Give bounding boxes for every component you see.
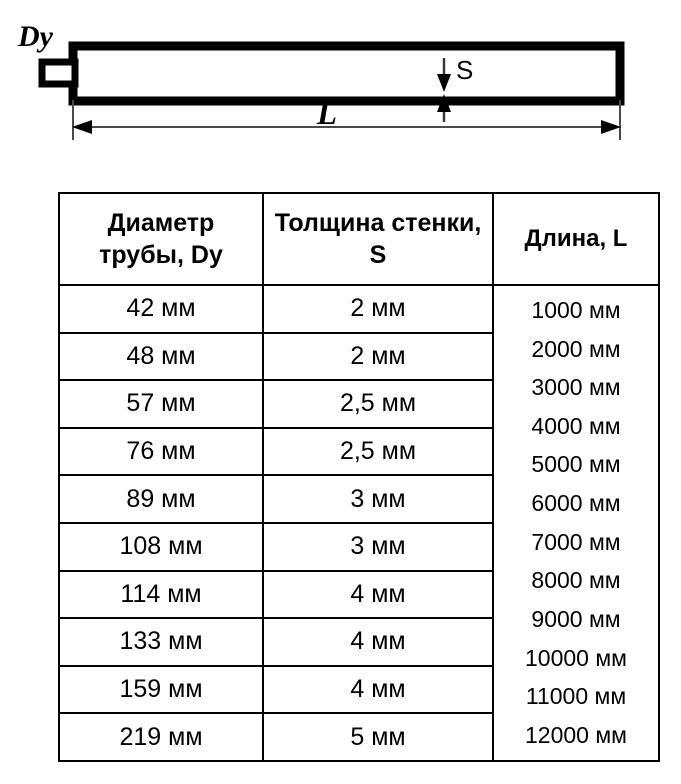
length-item: 2000 мм	[531, 335, 621, 362]
cell-thickness: 4 мм	[262, 664, 494, 715]
table-row: 114 мм 4 мм	[58, 569, 659, 620]
header-thickness: Толщина стенки, S	[262, 192, 494, 286]
thickness-arrow-lower-head	[437, 94, 451, 112]
length-item: 4000 мм	[531, 412, 621, 439]
length-item: 11000 мм	[525, 683, 627, 710]
length-list: 1000 мм 2000 мм 3000 мм 4000 мм 5000 мм …	[494, 296, 658, 748]
length-item: 12000 мм	[525, 721, 627, 748]
cell-thickness: 3 мм	[262, 521, 494, 572]
cell-thickness: 2 мм	[262, 284, 494, 334]
cell-diameter: 219 мм	[58, 712, 264, 762]
cell-thickness: 3 мм	[262, 474, 494, 524]
cell-thickness: 2,5 мм	[262, 426, 494, 477]
cell-diameter: 89 мм	[58, 474, 264, 524]
length-item: 5000 мм	[531, 451, 621, 478]
table-row: 133 мм 4 мм	[58, 617, 659, 667]
cell-diameter: 48 мм	[58, 331, 264, 382]
cell-diameter: 114 мм	[58, 569, 264, 620]
table-row: 219 мм 5 мм	[58, 712, 659, 762]
length-item: 7000 мм	[531, 528, 621, 555]
length-item: 6000 мм	[531, 490, 621, 517]
pipe-diagram: Dy S L	[0, 0, 681, 180]
length-arrow-right	[601, 120, 621, 134]
pipe-body-outline	[68, 41, 625, 106]
thickness-label: S	[456, 55, 473, 85]
diameter-label: Dy	[17, 20, 54, 53]
length-label: L	[316, 96, 337, 132]
cell-thickness: 2 мм	[262, 331, 494, 382]
length-arrow-left	[72, 120, 92, 134]
cell-lengths-merged: 1000 мм 2000 мм 3000 мм 4000 мм 5000 мм …	[492, 284, 660, 762]
table-row: 76 мм 2,5 мм	[58, 426, 659, 477]
pipe-specifications-table: Диаметр трубы, Dy Толщина стенки, S Длин…	[58, 192, 660, 762]
cell-thickness: 2,5 мм	[262, 379, 494, 429]
table-row: 48 мм 2 мм	[58, 331, 659, 382]
cell-diameter: 57 мм	[58, 379, 264, 429]
cell-diameter: 108 мм	[58, 521, 264, 572]
cell-thickness: 4 мм	[262, 617, 494, 667]
length-item: 9000 мм	[531, 605, 621, 632]
table-row: 159 мм 4 мм	[58, 664, 659, 715]
pipe-end-tab	[38, 58, 79, 88]
cell-thickness: 5 мм	[262, 712, 494, 762]
cell-thickness: 4 мм	[262, 569, 494, 620]
thickness-arrow-upper-head	[437, 74, 451, 92]
cell-diameter: 133 мм	[58, 617, 264, 667]
header-length: Длина, L	[492, 192, 660, 286]
cell-diameter: 42 мм	[58, 284, 264, 334]
header-diameter: Диаметр трубы, Dy	[58, 192, 264, 286]
length-item: 1000 мм	[531, 296, 621, 323]
length-item: 8000 мм	[531, 567, 621, 594]
table-row: 89 мм 3 мм	[58, 474, 659, 524]
table-header-row: Диаметр трубы, Dy Толщина стенки, S Длин…	[58, 192, 660, 286]
table-row: 42 мм 2 мм 1000 мм 2000 мм 3000 мм 4000 …	[58, 284, 660, 762]
cell-diameter: 159 мм	[58, 664, 264, 715]
table-row: 108 мм 3 мм	[58, 521, 659, 572]
length-item: 3000 мм	[531, 374, 621, 401]
length-item: 10000 мм	[525, 644, 627, 671]
table-row: 57 мм 2,5 мм	[58, 379, 659, 429]
cell-diameter: 76 мм	[58, 426, 264, 477]
